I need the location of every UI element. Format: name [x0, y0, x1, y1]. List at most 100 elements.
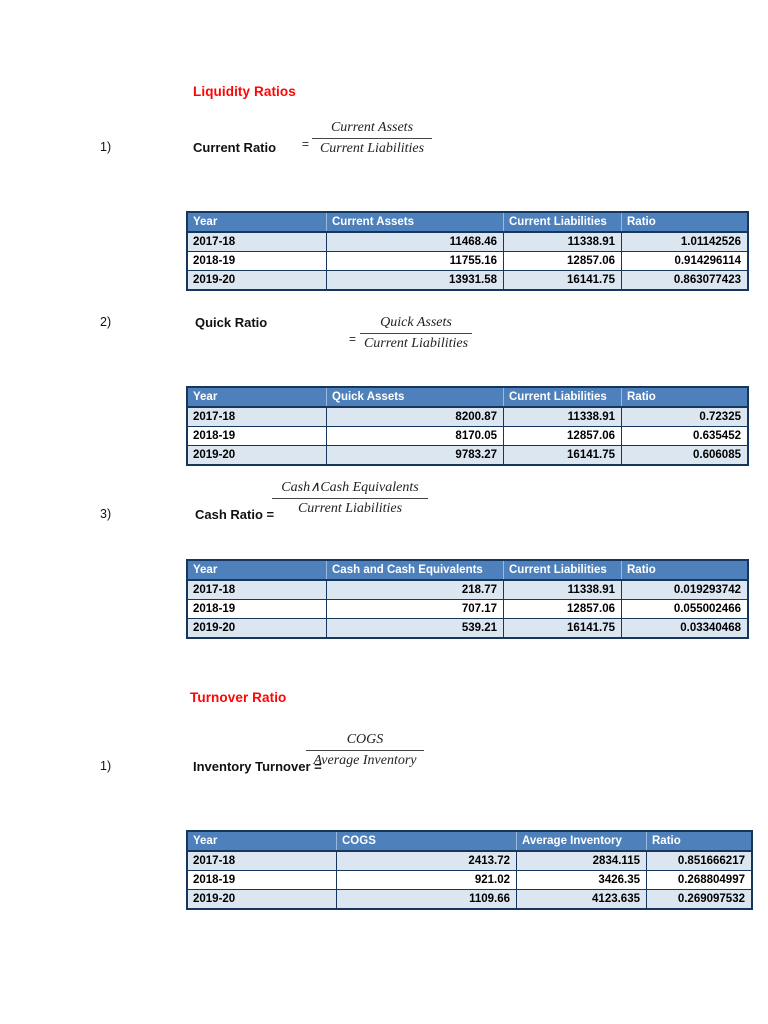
year-cell: 2017-18	[188, 233, 327, 251]
value-cell: 12857.06	[504, 427, 622, 445]
value-cell: 2834.115	[517, 852, 647, 870]
table-row: 2017-18 2413.72 2834.115 0.851666217	[188, 852, 751, 871]
year-cell: 2019-20	[188, 890, 337, 908]
table-row: 2017-18 11468.46 11338.91 1.01142526	[188, 233, 747, 252]
inventory-turnover-table: Year COGS Average Inventory Ratio 2017-18 241…	[186, 830, 753, 910]
formula-denominator: Average Inventory	[313, 753, 417, 768]
column-header: Current Liabilities	[504, 388, 622, 406]
column-header: Year	[188, 561, 327, 579]
value-cell: 707.17	[327, 600, 504, 618]
year-cell: 2017-18	[188, 852, 337, 870]
formula-fraction-cash-ratio: Cash∧Cash Equivalents Current Liabilitie…	[272, 480, 428, 517]
column-header: Ratio	[627, 564, 656, 576]
column-header: Ratio	[652, 835, 681, 847]
column-header: Current Liabilities	[504, 213, 622, 231]
column-header: Year	[188, 832, 337, 850]
formula-fraction-inventory-turnover: COGS Average Inventory	[306, 732, 424, 769]
column-header: Average Inventory	[517, 832, 647, 850]
formula-label-quick-ratio: Quick Ratio	[195, 315, 268, 330]
value-cell: 11338.91	[504, 408, 622, 426]
value-cell: 0.72325	[699, 411, 741, 423]
value-cell: 1.01142526	[680, 236, 741, 248]
column-header: COGS	[337, 832, 517, 850]
year-cell: 2018-19	[188, 600, 327, 618]
table-row: 2018-19 707.17 12857.06 0.055002466	[188, 600, 747, 619]
formula-numerator: Cash∧Cash Equivalents	[272, 480, 428, 499]
table-header-row: Year Cash and Cash Equivalents Current Lia…	[188, 561, 747, 581]
value-cell: 2413.72	[337, 852, 517, 870]
section-heading-turnover: Turnover Ratio	[190, 690, 287, 705]
table-row: 2017-18 8200.87 11338.91 0.72325	[188, 408, 747, 427]
value-cell: 12857.06	[504, 600, 622, 618]
item-number: 2)	[100, 315, 112, 329]
year-cell: 2019-20	[188, 271, 327, 289]
year-cell: 2019-20	[188, 446, 327, 464]
table-row: 2018-19 11755.16 12857.06 0.914296114	[188, 252, 747, 271]
formula-label-current-ratio: Current Ratio	[193, 140, 277, 155]
year-cell: 2018-19	[188, 871, 337, 889]
value-cell: 0.851666217	[677, 855, 745, 867]
value-cell: 16141.75	[504, 446, 622, 464]
year-cell: 2018-19	[188, 252, 327, 270]
value-cell: 0.268804997	[677, 874, 745, 886]
table-row: 2019-20 9783.27 16141.75 0.606085	[188, 446, 747, 464]
value-cell: 921.02	[337, 871, 517, 889]
year-cell: 2017-18	[188, 581, 327, 599]
value-cell: 218.77	[327, 581, 504, 599]
value-cell: 9783.27	[327, 446, 504, 464]
value-cell: 0.269097532	[677, 893, 745, 905]
value-cell: 539.21	[327, 619, 504, 637]
table-row: 2018-19 921.02 3426.35 0.268804997	[188, 871, 751, 890]
equals-sign: =	[349, 332, 357, 346]
formula-label-cash-ratio: Cash Ratio =	[195, 507, 275, 522]
formula-denominator: Current Liabilities	[297, 501, 403, 516]
table-header-row: Year Current Assets Current Liabilities Rat…	[188, 213, 747, 233]
equals-sign: =	[302, 137, 310, 151]
value-cell: 11338.91	[504, 233, 622, 251]
column-header: Year	[188, 213, 327, 231]
column-header: Ratio	[627, 216, 656, 228]
table-header-row: Year Quick Assets Current Liabilities Ratio	[188, 388, 747, 408]
formula-label-inventory-turnover: Inventory Turnover =	[193, 759, 322, 774]
value-cell: 0.055002466	[673, 603, 741, 615]
table-row: 2019-20 13931.58 16141.75 0.863077423	[188, 271, 747, 289]
current-ratio-table: Year Current Assets Current Liabilities Rat…	[186, 211, 749, 291]
value-cell: 0.019293742	[673, 584, 741, 596]
value-cell: 11338.91	[504, 581, 622, 599]
table-header-row: Year COGS Average Inventory Ratio	[188, 832, 751, 852]
value-cell: 4123.635	[517, 890, 647, 908]
value-cell: 8170.05	[327, 427, 504, 445]
value-cell: 0.606085	[693, 449, 741, 461]
column-header: Current Assets	[327, 213, 504, 231]
item-number: 1)	[100, 140, 112, 154]
column-header: Cash and Cash Equivalents	[327, 561, 504, 579]
formula-fraction-quick-ratio: Quick Assets Current Liabilities	[360, 315, 472, 352]
section-heading-liquidity: Liquidity Ratios	[193, 84, 296, 99]
value-cell: 3426.35	[517, 871, 647, 889]
value-cell: 11468.46	[327, 233, 504, 251]
item-number: 1)	[100, 759, 112, 773]
value-cell: 0.03340468	[680, 622, 741, 634]
value-cell: 16141.75	[504, 271, 622, 289]
quick-ratio-table: Year Quick Assets Current Liabilities Ratio…	[186, 386, 749, 466]
column-header: Quick Assets	[327, 388, 504, 406]
value-cell: 12857.06	[504, 252, 622, 270]
column-header: Ratio	[627, 391, 656, 403]
year-cell: 2018-19	[188, 427, 327, 445]
formula-numerator: Current Assets	[312, 120, 432, 139]
table-row: 2019-20 539.21 16141.75 0.03340468	[188, 619, 747, 637]
value-cell: 0.914296114	[674, 255, 741, 267]
formula-fraction-current-ratio: Current Assets Current Liabilities	[312, 120, 432, 157]
formula-denominator: Current Liabilities	[363, 336, 469, 351]
table-row: 2019-20 1109.66 4123.635 0.269097532	[188, 890, 751, 908]
item-number: 3)	[100, 507, 112, 521]
cash-ratio-table: Year Cash and Cash Equivalents Current Lia…	[186, 559, 749, 639]
table-row: 2018-19 8170.05 12857.06 0.635452	[188, 427, 747, 446]
formula-numerator: Quick Assets	[360, 315, 472, 334]
value-cell: 8200.87	[327, 408, 504, 426]
year-cell: 2017-18	[188, 408, 327, 426]
value-cell: 0.863077423	[673, 274, 741, 286]
formula-denominator: Current Liabilities	[319, 141, 425, 156]
formula-numerator: COGS	[306, 732, 424, 751]
value-cell: 1109.66	[337, 890, 517, 908]
